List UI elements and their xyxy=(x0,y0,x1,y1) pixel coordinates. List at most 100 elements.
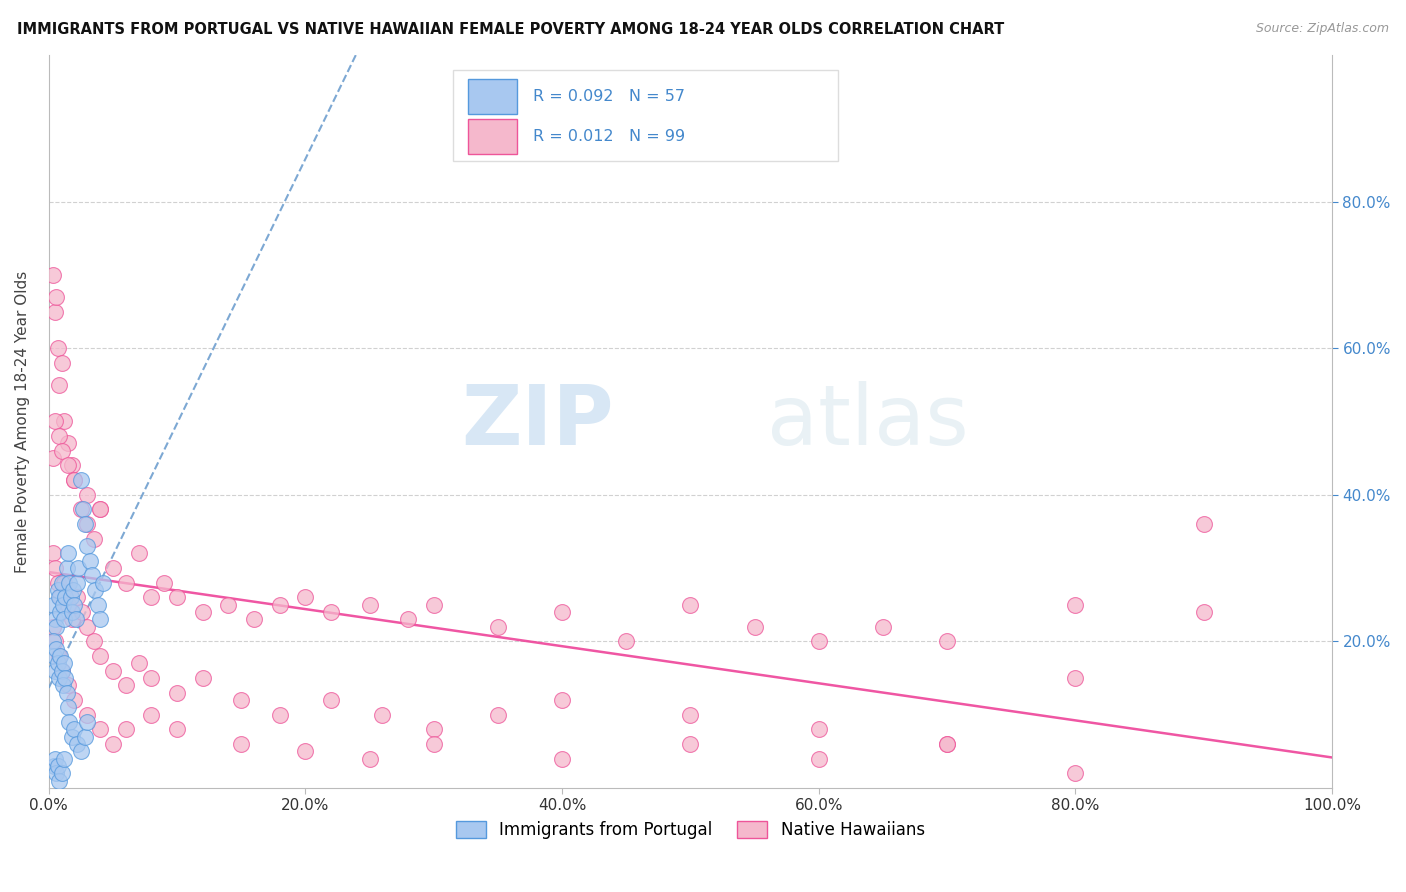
Point xyxy=(63,693,86,707)
Point xyxy=(76,714,98,729)
Point xyxy=(807,634,830,648)
Point xyxy=(191,605,214,619)
Point xyxy=(48,377,70,392)
Point xyxy=(65,612,87,626)
Point xyxy=(551,693,574,707)
Point xyxy=(551,751,574,765)
FancyBboxPatch shape xyxy=(453,70,838,161)
Point xyxy=(56,678,79,692)
Point xyxy=(936,634,959,648)
Point xyxy=(52,598,75,612)
Point xyxy=(49,648,72,663)
Point xyxy=(48,671,70,685)
Point xyxy=(52,678,75,692)
Point xyxy=(231,693,253,707)
Point xyxy=(319,693,342,707)
Point xyxy=(45,620,67,634)
Point xyxy=(551,605,574,619)
Point xyxy=(1064,766,1087,780)
Point xyxy=(679,598,702,612)
Point xyxy=(191,671,214,685)
Point xyxy=(63,473,86,487)
Point xyxy=(45,766,67,780)
Point xyxy=(67,561,90,575)
Point xyxy=(128,657,150,671)
Point xyxy=(51,443,73,458)
Point xyxy=(73,517,96,532)
Point xyxy=(41,598,63,612)
Point xyxy=(41,546,63,560)
Point xyxy=(82,568,104,582)
Point xyxy=(83,634,105,648)
Point xyxy=(486,620,509,634)
Point xyxy=(269,707,291,722)
Point xyxy=(101,737,124,751)
Point xyxy=(53,657,76,671)
Point xyxy=(55,671,77,685)
Text: Source: ZipAtlas.com: Source: ZipAtlas.com xyxy=(1256,22,1389,36)
Point xyxy=(41,620,63,634)
Point xyxy=(89,612,111,626)
Point xyxy=(231,737,253,751)
Point xyxy=(46,575,69,590)
Point xyxy=(166,685,188,699)
Point xyxy=(89,502,111,516)
Text: atlas: atlas xyxy=(768,381,969,462)
Point xyxy=(63,473,86,487)
Point xyxy=(56,700,79,714)
Point xyxy=(243,612,266,626)
Point xyxy=(46,341,69,355)
Point xyxy=(614,634,637,648)
Point xyxy=(1192,605,1215,619)
Point xyxy=(486,707,509,722)
Point xyxy=(76,539,98,553)
Point xyxy=(58,575,80,590)
Point xyxy=(44,304,66,318)
Point xyxy=(60,612,83,626)
Point xyxy=(44,751,66,765)
Text: R = 0.012   N = 99: R = 0.012 N = 99 xyxy=(533,129,685,144)
Legend: Immigrants from Portugal, Native Hawaiians: Immigrants from Portugal, Native Hawaiia… xyxy=(450,814,932,846)
Point xyxy=(63,723,86,737)
Point xyxy=(41,634,63,648)
Point xyxy=(59,591,82,605)
Point xyxy=(46,759,69,773)
Point xyxy=(101,561,124,575)
Point xyxy=(114,575,136,590)
Point xyxy=(359,751,381,765)
Point xyxy=(60,730,83,744)
Point xyxy=(91,575,114,590)
Point xyxy=(53,415,76,429)
Point xyxy=(55,561,77,575)
Point xyxy=(51,575,73,590)
Text: R = 0.092   N = 57: R = 0.092 N = 57 xyxy=(533,88,685,103)
Point xyxy=(44,664,66,678)
Point xyxy=(1064,671,1087,685)
Text: ZIP: ZIP xyxy=(461,381,613,462)
Point xyxy=(141,591,163,605)
Point xyxy=(53,751,76,765)
Point xyxy=(128,546,150,560)
Point xyxy=(1064,598,1087,612)
Text: IMMIGRANTS FROM PORTUGAL VS NATIVE HAWAIIAN FEMALE POVERTY AMONG 18-24 YEAR OLDS: IMMIGRANTS FROM PORTUGAL VS NATIVE HAWAI… xyxy=(17,22,1004,37)
Point xyxy=(101,664,124,678)
Point xyxy=(396,612,419,626)
Point xyxy=(217,598,239,612)
Point xyxy=(66,575,89,590)
Point xyxy=(89,648,111,663)
Point xyxy=(51,664,73,678)
Point xyxy=(294,591,316,605)
Point xyxy=(1192,517,1215,532)
Point xyxy=(45,290,67,304)
Point xyxy=(422,737,444,751)
Point xyxy=(56,546,79,560)
Point xyxy=(44,612,66,626)
Point xyxy=(42,648,65,663)
Point xyxy=(141,707,163,722)
Point xyxy=(76,707,98,722)
Point xyxy=(422,723,444,737)
Point xyxy=(86,598,108,612)
Point xyxy=(42,759,65,773)
Point xyxy=(371,707,394,722)
Point xyxy=(141,671,163,685)
